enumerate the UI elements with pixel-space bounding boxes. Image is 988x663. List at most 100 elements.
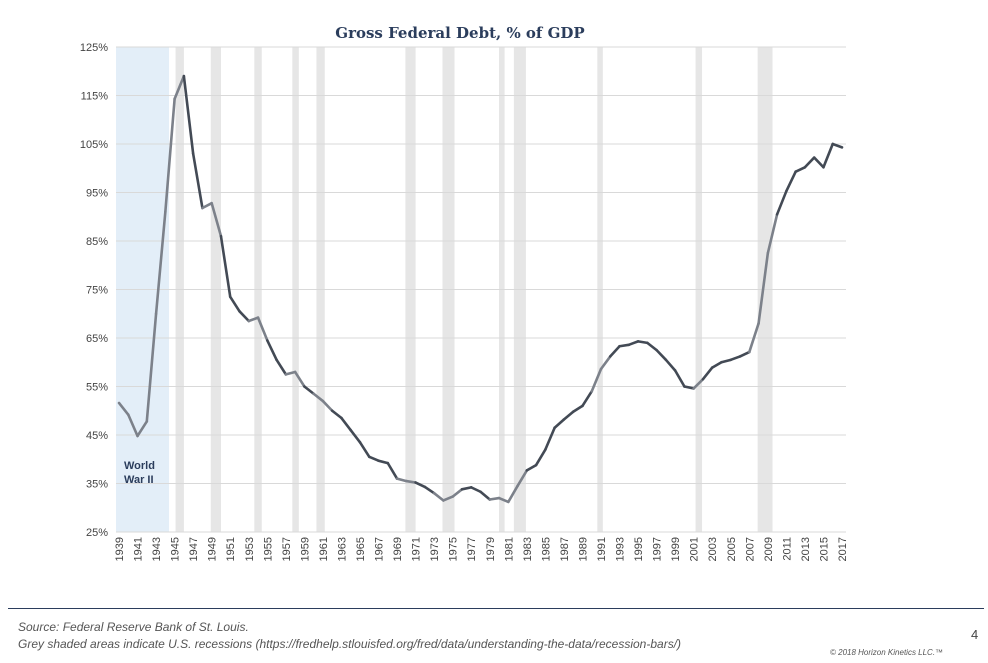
debt-line-segment [414,481,427,489]
debt-line-segment [534,448,547,467]
y-tick-label: 35% [86,479,108,491]
debt-line-segment [201,201,213,210]
debt-line-segment [303,385,315,396]
y-tick-label: 85% [86,236,108,248]
x-tick-label: 2009 [763,537,775,561]
debt-line-segment [321,399,334,413]
debt-line-segment [775,189,788,216]
x-tick-label: 2001 [689,537,701,561]
x-tick-label: 1949 [207,537,219,561]
y-tick-label: 65% [86,333,108,345]
debt-line-segment [145,312,158,423]
debt-line-segment [646,341,658,352]
debt-line-segment [191,152,204,210]
x-tick-label: 1973 [429,537,441,561]
debt-line-segment [803,156,816,169]
debt-line-segment [386,461,399,480]
debt-line-segment [692,377,705,390]
x-tick-label: 1955 [262,537,274,561]
debt-line-segment [673,369,686,388]
x-tick-label: 2015 [818,537,830,561]
debt-line-segment [275,358,288,376]
debt-line-segment [423,485,436,495]
debt-line-segment [405,479,417,484]
x-tick-label: 1979 [485,537,497,561]
debt-line-segment [117,401,130,416]
y-tick-label: 45% [86,430,108,442]
x-tick-label: 1951 [225,537,237,561]
x-tick-label: 1969 [392,537,404,561]
debt-line-segment [785,170,797,193]
debt-line-segment [710,360,723,369]
debt-line-segment [228,295,241,313]
page-number: 4 [971,627,979,642]
x-tick-label: 1945 [170,537,182,561]
debt-line-segment [238,310,251,323]
debt-line-segment [729,355,742,362]
x-tick-label: 2011 [781,537,793,561]
debt-line-segment [627,340,640,347]
debt-line-segment [136,420,149,438]
debt-line-segment [683,385,695,390]
debt-line-segment [831,142,844,149]
debt-line-segment [757,251,770,325]
debt-line-segment [516,469,529,488]
x-tick-label: 1971 [411,537,423,561]
x-tick-label: 1989 [577,537,589,561]
debt-line-segment [164,97,176,214]
debt-line-segment [469,486,482,494]
x-tick-label: 1963 [336,537,348,561]
debt-line-segment [822,142,835,169]
debt-line-segment [349,428,362,444]
x-tick-label: 1959 [299,537,311,561]
x-tick-label: 1975 [448,537,460,561]
x-tick-label: 1993 [615,537,627,561]
debt-line-segment [154,210,167,316]
debt-line-segment [432,491,445,502]
debt-line-segment [312,392,325,403]
debt-chart: Gross Federal Debt, % of GDP 25% 35% 45% 55… [80,24,849,561]
debt-line-segment [377,459,390,465]
debt-line-segment [608,344,621,358]
debt-line-segment [182,74,195,155]
debt-line-segment [664,358,677,372]
debt-line-segment [701,366,714,381]
x-tick-label: 2007 [744,537,756,561]
y-tick-label: 55% [86,382,108,394]
debt-line-segment [562,410,575,421]
x-tick-label: 1987 [559,537,571,561]
x-tick-label: 1941 [133,537,145,561]
debt-line-segment [655,348,668,362]
debt-line-segment [794,165,807,173]
x-tick-label: 1997 [652,537,664,561]
x-tick-label: 1953 [244,537,256,561]
source-text: Source: Federal Reserve Bank of St. Loui… [18,620,249,634]
debt-line-segment [812,156,825,169]
war-label-line1: World [124,460,155,472]
chart-title: Gross Federal Debt, % of GDP [335,24,584,42]
debt-line-segment [507,484,519,504]
debt-line-segment [210,201,223,238]
x-tick-label: 1957 [281,537,293,561]
debt-line-segment [738,350,751,358]
debt-line-segment [256,316,269,342]
debt-line-segment [460,486,473,491]
debt-line-segment [488,496,501,501]
debt-line-segment [442,495,454,502]
x-tick-label: 1967 [374,537,386,561]
debt-line-segment [358,440,371,459]
x-tick-label: 1985 [540,537,552,561]
debt-line-segment [395,477,408,483]
debt-line-segment [497,496,510,504]
y-tick-label: 25% [86,527,108,539]
debt-line-segment [581,390,594,408]
x-tick-label: 1939 [114,537,126,561]
x-tick-label: 1961 [318,537,330,561]
y-tick-label: 125% [80,42,108,54]
y-tick-label: 75% [86,285,108,297]
x-tick-label: 2013 [800,537,812,561]
debt-line-segment [636,340,649,345]
recession-note: Grey shaded areas indicate U.S. recessio… [18,637,682,651]
debt-line-segment [553,418,566,430]
debt-line-segment [748,322,760,354]
